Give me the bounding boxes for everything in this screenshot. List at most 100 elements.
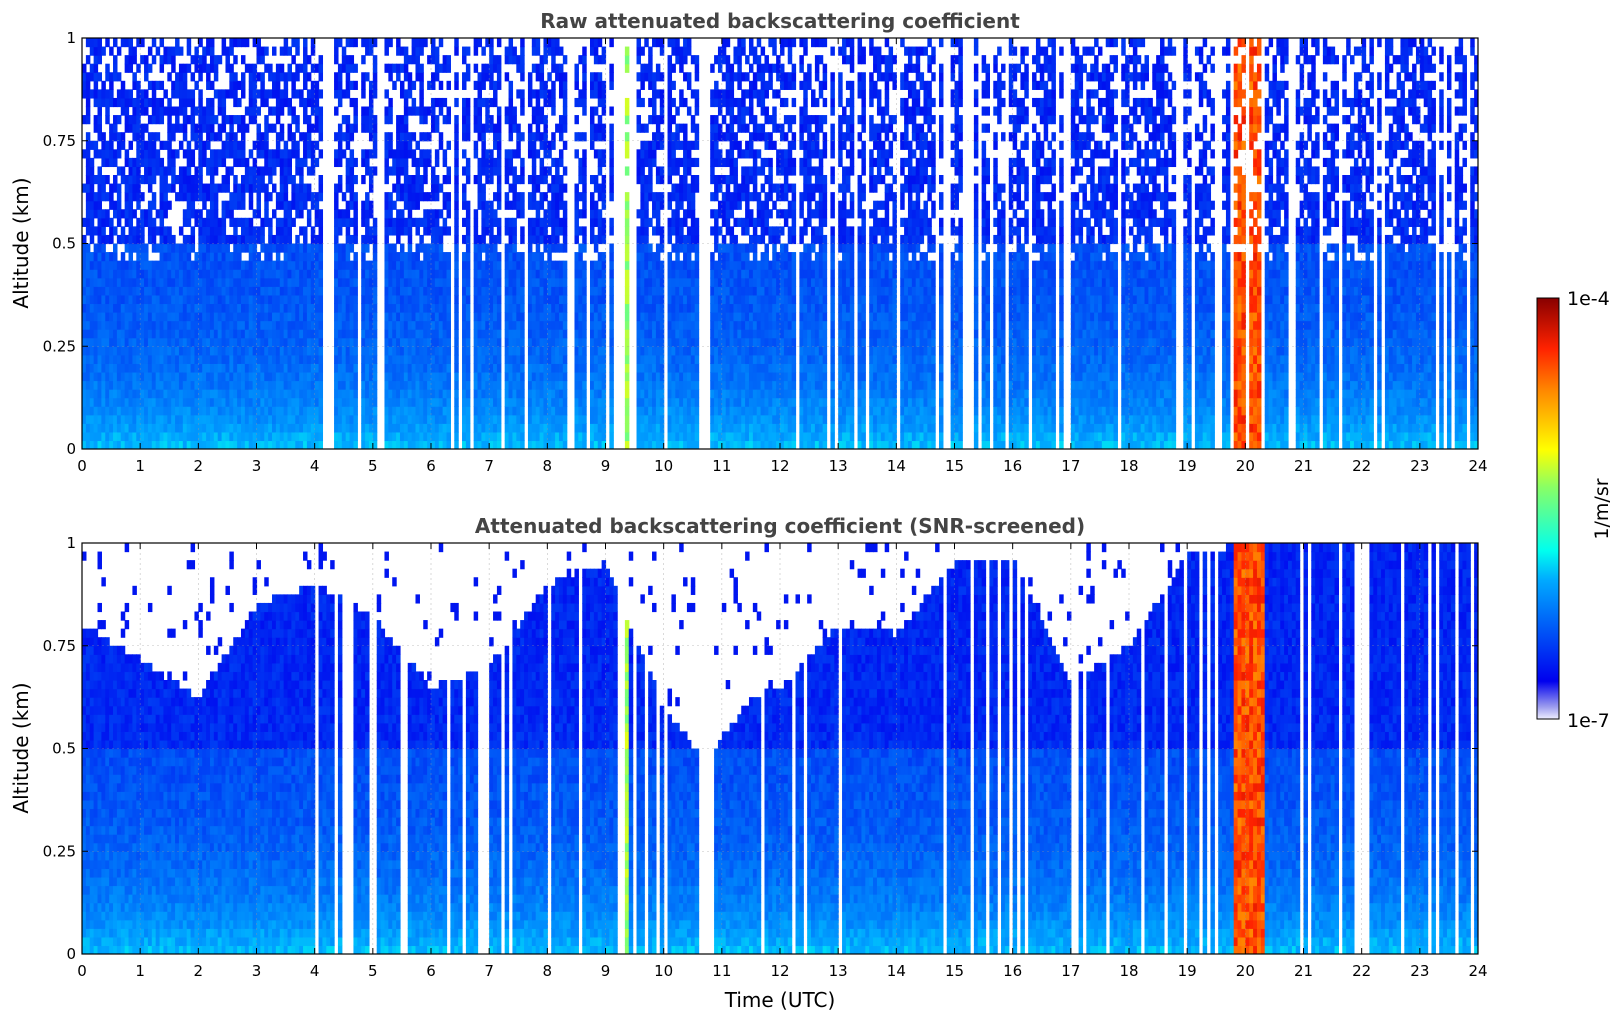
heatmap-cell [365, 371, 370, 382]
heatmap-cell [423, 209, 428, 219]
heatmap-cell [384, 277, 389, 287]
heatmap-cell [601, 55, 607, 65]
heatmap-cell [334, 440, 339, 449]
heatmap-cell [93, 89, 99, 99]
heatmap-cell [124, 149, 130, 159]
heatmap-cell [578, 371, 583, 382]
heatmap-cell [140, 414, 145, 424]
heatmap-cell [493, 209, 498, 219]
heatmap-cell [209, 226, 215, 236]
heatmap-cell [155, 371, 161, 382]
heatmap-cell [415, 106, 420, 116]
heatmap-cell [574, 354, 579, 364]
heatmap-cell [574, 209, 579, 219]
heatmap-cell [368, 166, 374, 176]
heatmap-cell [403, 63, 409, 73]
heatmap-cell [202, 234, 207, 245]
heatmap-cell [609, 371, 614, 382]
heatmap-cell [520, 294, 525, 305]
heatmap-cell [431, 226, 436, 236]
heatmap-cell [248, 354, 254, 364]
heatmap-cell [101, 354, 106, 364]
heatmap-cell [144, 209, 149, 219]
heatmap-cell [221, 269, 227, 279]
heatmap-cell [558, 346, 564, 356]
heatmap-cell [82, 303, 87, 313]
heatmap-cell [407, 294, 413, 305]
heatmap-cell [163, 363, 168, 373]
heatmap-cell [399, 89, 405, 99]
heatmap-cell [431, 277, 436, 287]
heatmap-cell [624, 252, 630, 262]
heatmap-cell [182, 440, 188, 449]
heatmap-cell [256, 55, 261, 65]
heatmap-cell [365, 329, 370, 339]
heatmap-cell [396, 175, 401, 185]
heatmap-cell [190, 192, 196, 202]
heatmap-cell [396, 406, 401, 416]
heatmap-cell [609, 157, 614, 168]
heatmap-cell [147, 175, 153, 185]
heatmap-cell [275, 431, 281, 442]
heatmap-cell [341, 329, 347, 339]
heatmap-cell [229, 209, 234, 219]
heatmap-cell [520, 277, 525, 287]
heatmap-cell [194, 303, 199, 313]
heatmap-cell [365, 243, 370, 253]
heatmap-cell [144, 217, 149, 227]
heatmap-cell [555, 414, 560, 424]
heatmap-cell [113, 414, 118, 424]
heatmap-cell [159, 431, 165, 442]
heatmap-cell [609, 132, 614, 142]
heatmap-cell [473, 46, 479, 56]
heatmap-cell [337, 132, 343, 142]
heatmap-cell [555, 234, 560, 245]
heatmap-cell [295, 346, 300, 356]
heatmap-cell [132, 371, 137, 382]
heatmap-cell [578, 192, 583, 202]
heatmap-cell [221, 346, 227, 356]
heatmap-cell [272, 354, 277, 364]
panel-raw: 0 1 2 3 4 5 6 7 8 9 10 11 12 13 14 15 16 17 18 19 20 21 22 23 24… [9, 9, 1488, 475]
heatmap-cell [109, 303, 114, 313]
heatmap-cell [589, 175, 595, 185]
heatmap-cell [109, 320, 114, 330]
heatmap-cell [244, 260, 250, 270]
heatmap-cell [609, 252, 614, 262]
heatmap-cell [105, 320, 110, 330]
heatmap-cell [392, 363, 397, 373]
heatmap-cell [597, 97, 603, 108]
heatmap-cell [535, 46, 541, 56]
heatmap-cell [213, 226, 219, 236]
heatmap-cell [334, 200, 339, 210]
heatmap-cell [287, 312, 292, 322]
heatmap-cell [403, 123, 409, 133]
heatmap-cell [489, 38, 494, 48]
heatmap-cell [93, 252, 99, 262]
heatmap-cell [136, 80, 141, 90]
heatmap-cell [465, 115, 471, 125]
heatmap-cell [190, 269, 196, 279]
heatmap-cell [415, 380, 420, 390]
heatmap-cell [175, 303, 180, 313]
heatmap-cell [295, 166, 300, 176]
heatmap-cell [167, 431, 172, 442]
heatmap-cell [279, 414, 285, 424]
heatmap-cell [396, 329, 401, 339]
heatmap-cell [349, 200, 355, 210]
heatmap-cell [477, 80, 483, 90]
heatmap-cell [624, 423, 630, 433]
heatmap-cell [547, 217, 552, 227]
heatmap-cell [454, 252, 459, 262]
heatmap-cell [481, 303, 486, 313]
heatmap-cell [182, 209, 188, 219]
heatmap-cell [85, 106, 91, 116]
heatmap-cell [438, 140, 444, 150]
heatmap-cell [124, 303, 130, 313]
heatmap-cell [287, 397, 292, 407]
heatmap-cell [334, 431, 339, 442]
heatmap-cell [283, 380, 289, 390]
heatmap-cell [341, 354, 347, 364]
heatmap-cell [198, 371, 203, 382]
heatmap-cell [365, 192, 370, 202]
